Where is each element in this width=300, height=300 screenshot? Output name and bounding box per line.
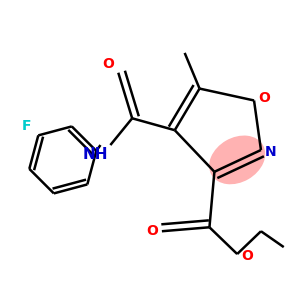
Text: F: F (22, 118, 31, 133)
Text: O: O (241, 249, 253, 263)
Text: O: O (258, 92, 270, 106)
Text: N: N (265, 145, 277, 159)
Text: O: O (103, 57, 114, 71)
Ellipse shape (209, 136, 265, 184)
Text: NH: NH (83, 147, 108, 162)
Text: O: O (146, 224, 158, 238)
